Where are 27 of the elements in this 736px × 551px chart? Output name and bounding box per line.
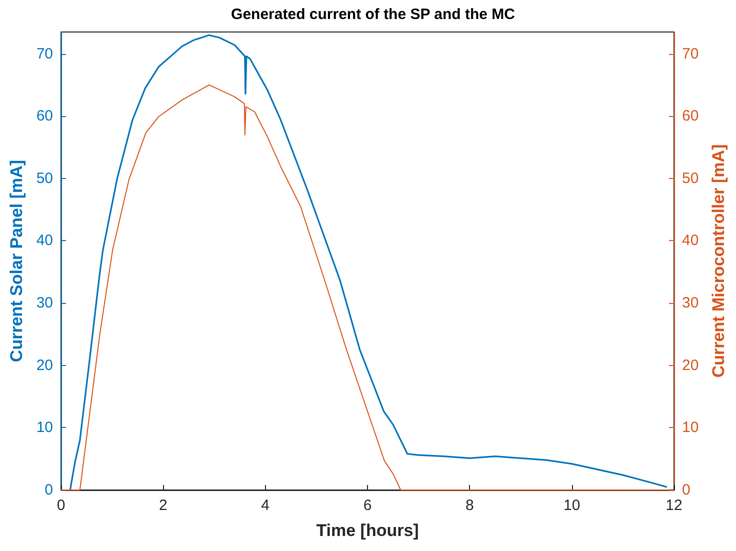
- y2-tick-label: 10: [682, 419, 699, 436]
- x-tick-label: 0: [56, 497, 66, 514]
- x-axis-title: Time [hours]: [316, 521, 419, 540]
- y-tick-label: 20: [36, 356, 53, 374]
- y-tick-label: 30: [36, 294, 53, 312]
- x-tick-label: 4: [261, 497, 270, 514]
- x-tick-label: 12: [666, 497, 682, 514]
- y2-tick-label: 60: [682, 108, 699, 125]
- y-tick-label: 60: [36, 108, 53, 125]
- x-tick-label: 6: [363, 497, 372, 514]
- y-tick-label: 70: [36, 45, 53, 62]
- y2-axis-title: Current Microcontroller [mA]: [709, 144, 728, 378]
- y-tick-label: 10: [36, 419, 53, 436]
- y-axis-title: Current Solar Panel [mA]: [7, 160, 26, 362]
- y-tick-label: 50: [36, 170, 53, 187]
- x-tick-label: 2: [158, 497, 168, 514]
- chart-title: Generated current of the SP and the MC: [231, 6, 516, 23]
- y2-tick-label: 20: [682, 356, 699, 374]
- x-tick-label: 8: [465, 497, 474, 514]
- y2-tick-label: 70: [682, 45, 699, 62]
- y-tick-label: 0: [44, 482, 53, 498]
- y2-tick-label: 30: [682, 294, 699, 312]
- y2-tick-label: 50: [682, 170, 699, 187]
- x-tick-label: 10: [563, 497, 580, 514]
- y2-tick-label: 40: [682, 232, 699, 250]
- y2-tick-label: 0: [682, 482, 690, 498]
- y-tick-label: 40: [36, 232, 53, 250]
